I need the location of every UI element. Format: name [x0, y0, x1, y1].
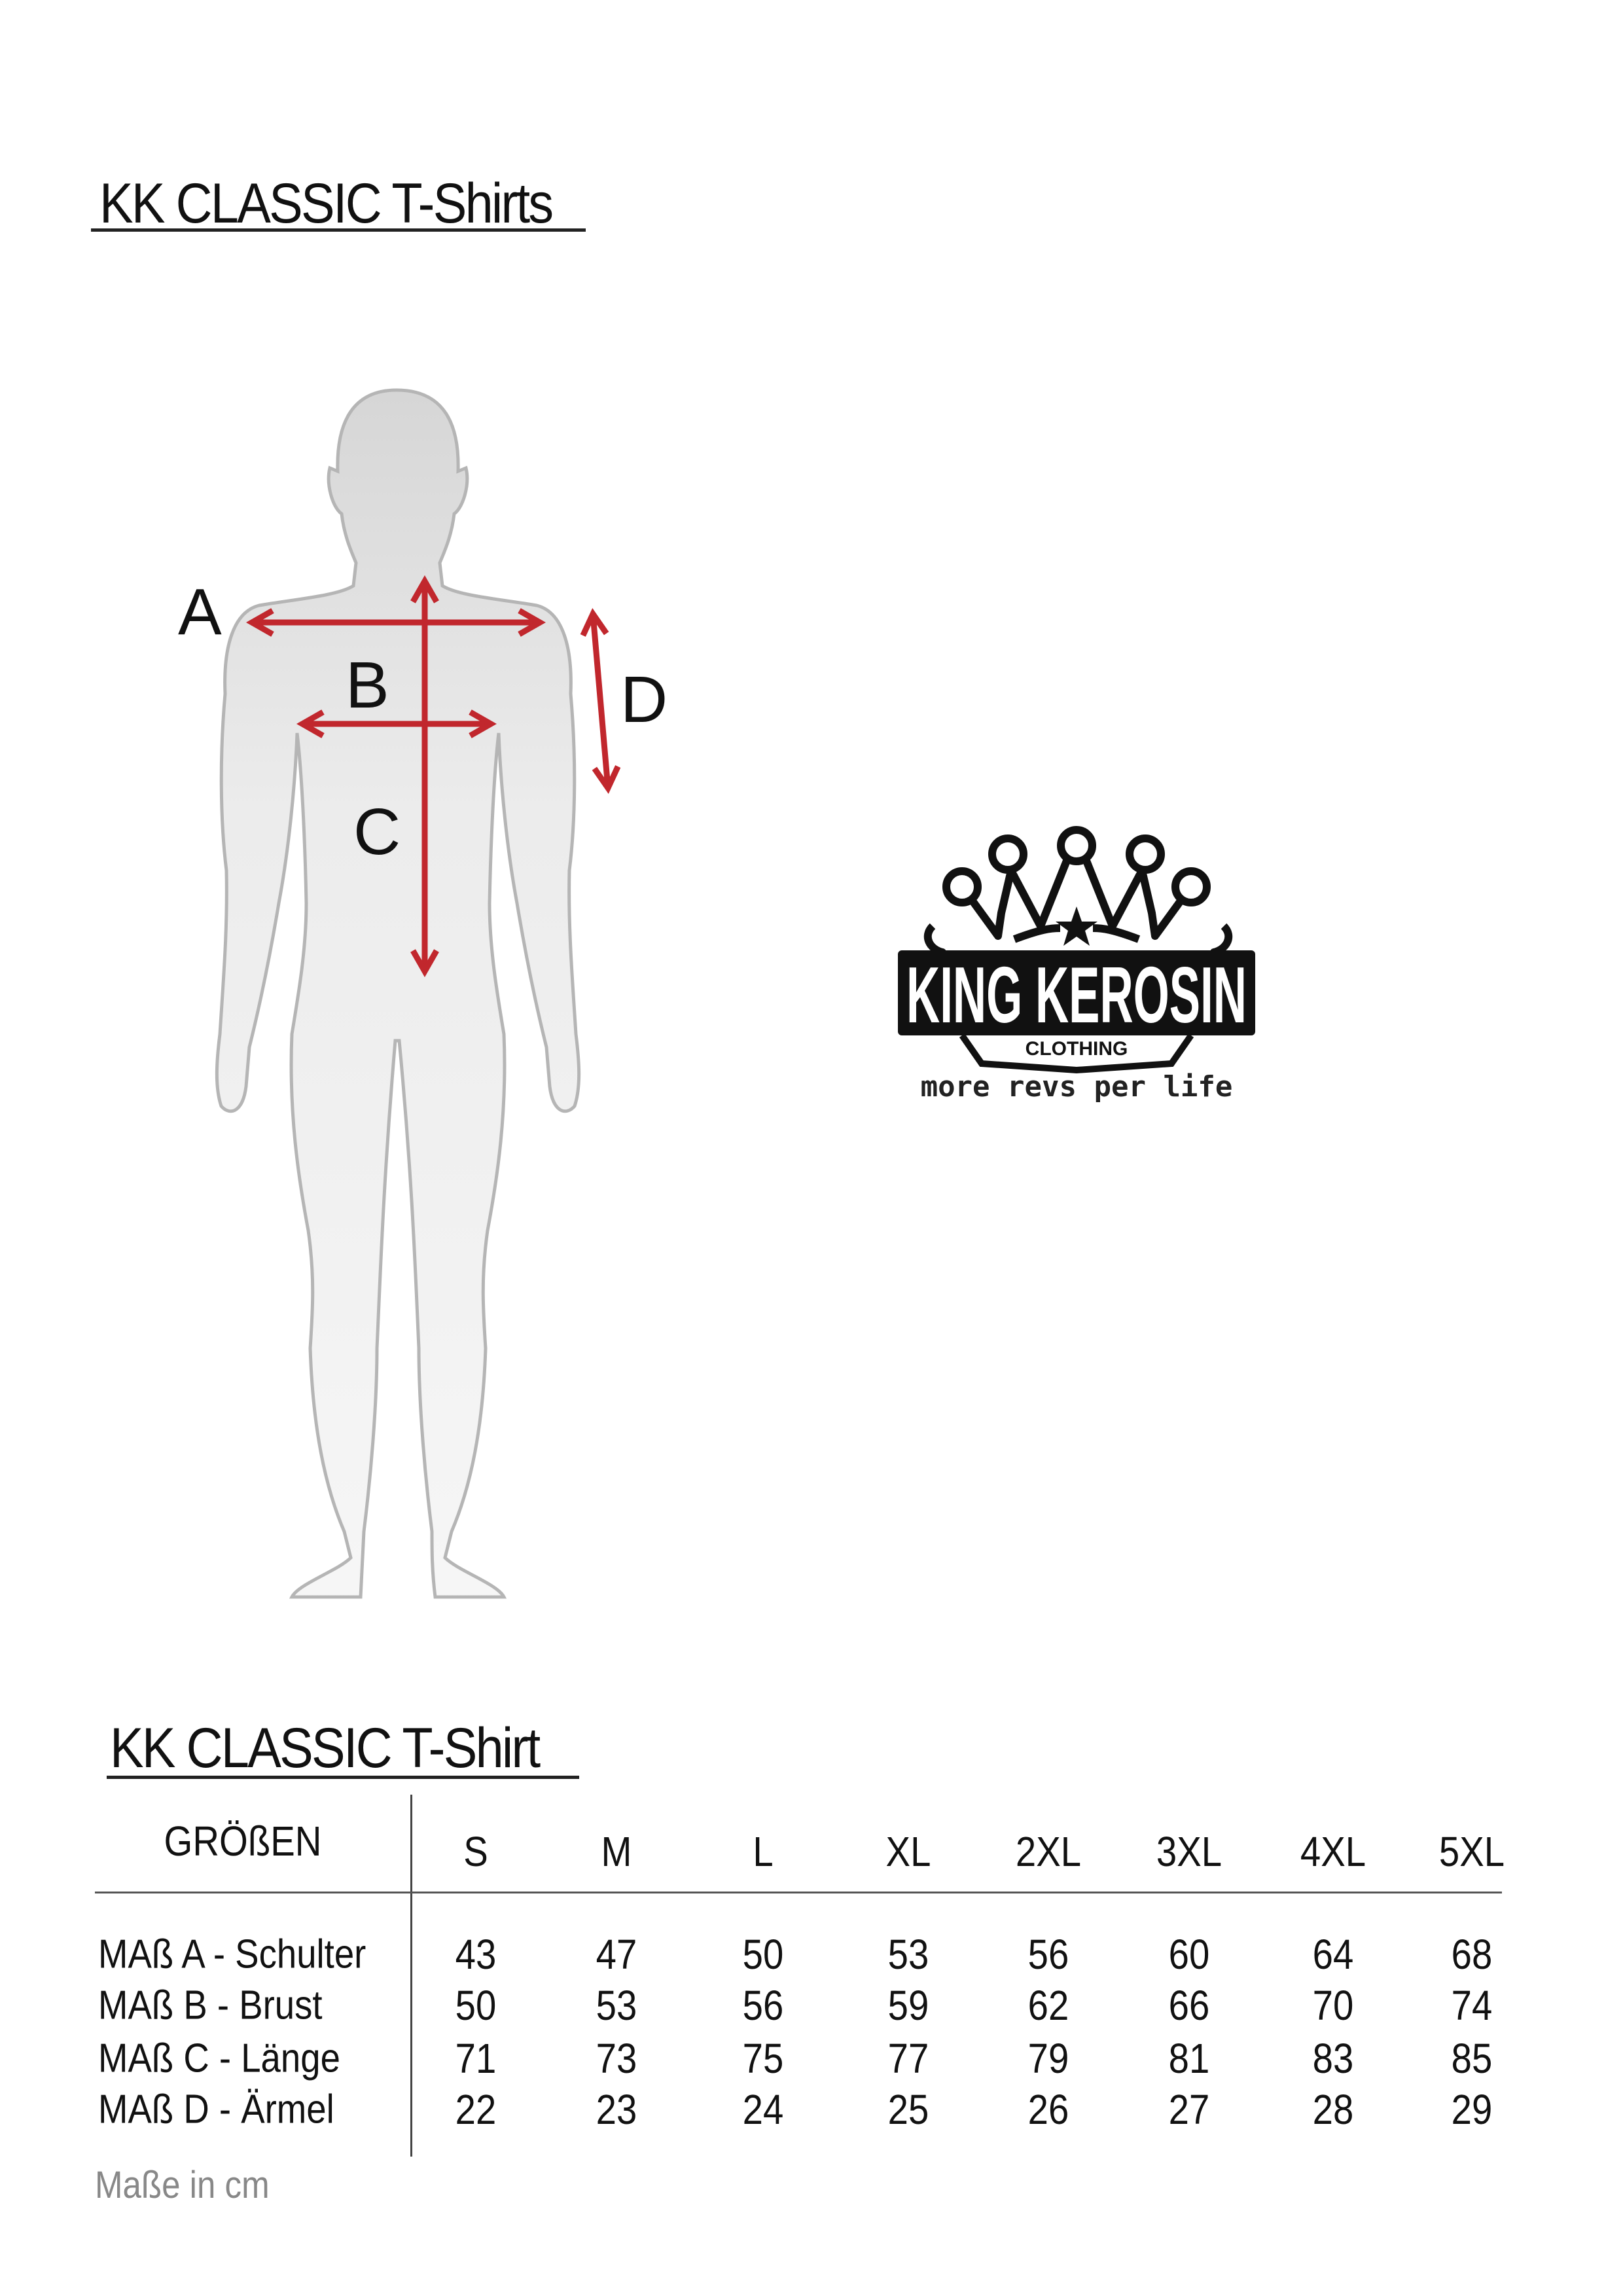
- table-cell: 29: [1451, 2086, 1493, 2133]
- size-header-3xl: 3XL: [1156, 1828, 1222, 1875]
- size-header-4xl: 4XL: [1300, 1828, 1366, 1875]
- table-cell: 23: [596, 2086, 637, 2133]
- table-cell: 64: [1312, 1931, 1354, 1978]
- table-cell: 27: [1168, 2086, 1210, 2133]
- table-cell: 25: [887, 2086, 929, 2133]
- size-header-2xl: 2XL: [1015, 1828, 1082, 1875]
- table-cell: 53: [887, 1931, 929, 1978]
- table-cell: 73: [596, 2035, 637, 2082]
- label-c: C: [353, 795, 401, 869]
- crown-icon: KING KEROSIN CLOTHING more revs per life: [898, 826, 1255, 1103]
- size-header-5xl: 5XL: [1438, 1828, 1505, 1875]
- size-header-xl: XL: [885, 1828, 931, 1875]
- table-title-underline: [107, 1776, 579, 1779]
- table-cell: 68: [1451, 1931, 1493, 1978]
- table-vertical-divider: [410, 1795, 412, 2157]
- table-cell: 70: [1312, 1982, 1354, 2029]
- row-label: MAß B - Brust: [98, 1982, 323, 2028]
- row-label: MAß D - Ärmel: [98, 2087, 334, 2132]
- logo-tagline: more revs per life: [921, 1070, 1233, 1103]
- table-cell: 59: [887, 1982, 929, 2029]
- title-underline: [91, 228, 586, 232]
- table-cell: 56: [742, 1982, 784, 2029]
- human-silhouette: [215, 388, 581, 1599]
- king-kerosin-logo: KING KEROSIN CLOTHING more revs per life: [883, 818, 1270, 1106]
- size-header-l: L: [753, 1828, 774, 1875]
- table-cell: 26: [1027, 2086, 1069, 2133]
- table-cell: 77: [887, 2035, 929, 2082]
- table-title: KK CLASSIC T-Shirt: [110, 1717, 541, 1780]
- table-cell: 83: [1312, 2035, 1354, 2082]
- header-sizes-label: GRÖßEN: [164, 1818, 322, 1865]
- table-cell: 62: [1027, 1982, 1069, 2029]
- table-cell: 53: [596, 1982, 637, 2029]
- table-cell: 22: [455, 2086, 497, 2133]
- row-label: MAß A - Schulter: [98, 1931, 366, 1977]
- table-cell: 28: [1312, 2086, 1354, 2133]
- size-header-s: S: [463, 1828, 488, 1875]
- size-header-m: M: [601, 1828, 632, 1875]
- table-horizontal-divider: [95, 1892, 1502, 1893]
- table-cell: 60: [1168, 1931, 1210, 1978]
- label-b: B: [346, 649, 389, 722]
- label-d: D: [620, 663, 668, 736]
- table-cell: 74: [1451, 1982, 1493, 2029]
- table-cell: 66: [1168, 1982, 1210, 2029]
- row-label: MAß C - Länge: [98, 2036, 340, 2081]
- table-cell: 71: [455, 2035, 497, 2082]
- label-a: A: [178, 575, 222, 649]
- page-title: KK CLASSIC T-Shirts: [99, 172, 554, 235]
- table-cell: 85: [1451, 2035, 1493, 2082]
- table-cell: 47: [596, 1931, 637, 1978]
- table-cell: 50: [455, 1982, 497, 2029]
- units-note: Maße in cm: [95, 2164, 270, 2206]
- table-cell: 43: [455, 1931, 497, 1978]
- table-cell: 50: [742, 1931, 784, 1978]
- arrow-d-sleeve: [580, 607, 621, 795]
- table-cell: 75: [742, 2035, 784, 2082]
- logo-brand-text: KING KEROSIN: [906, 950, 1247, 1039]
- table-cell: 56: [1027, 1931, 1069, 1978]
- table-cell: 79: [1027, 2035, 1069, 2082]
- table-cell: 81: [1168, 2035, 1210, 2082]
- logo-sub-text: CLOTHING: [1026, 1038, 1128, 1060]
- table-cell: 24: [742, 2086, 784, 2133]
